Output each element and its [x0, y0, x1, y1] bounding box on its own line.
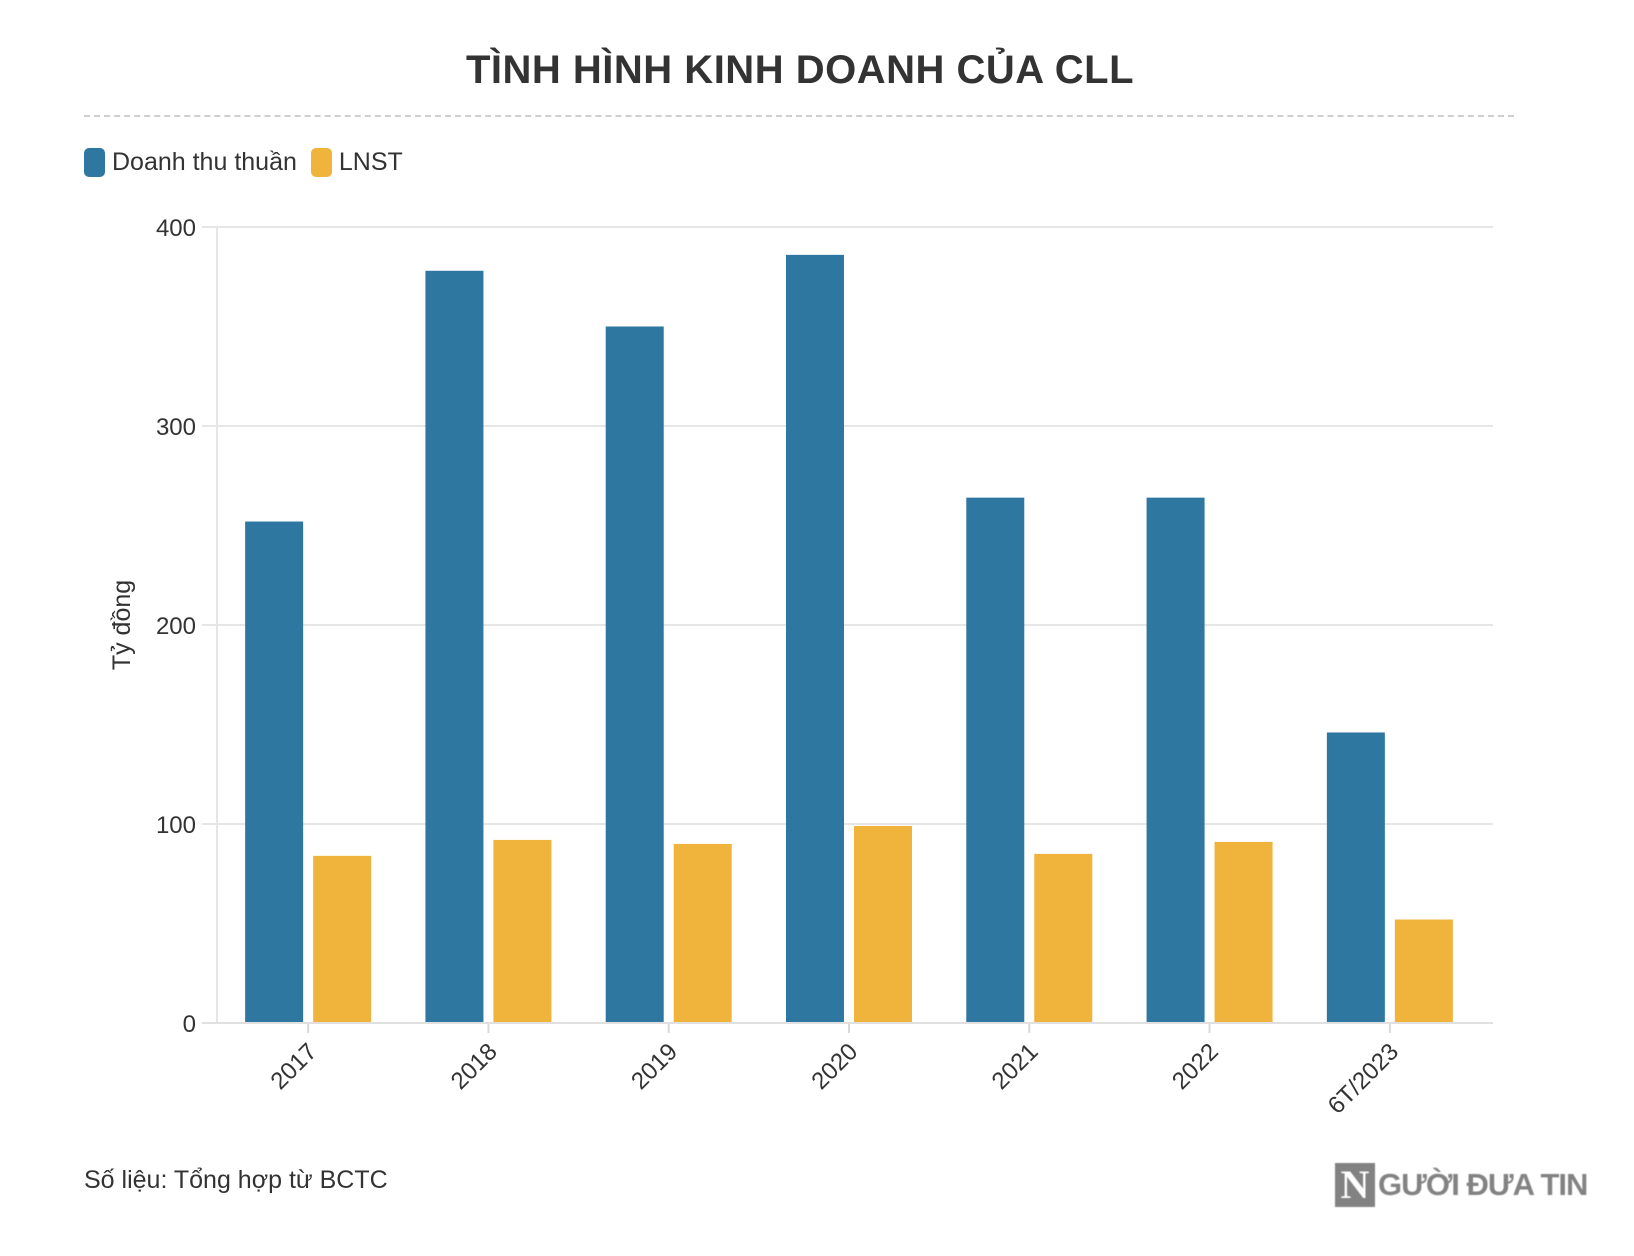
- legend-swatch-revenue: [84, 148, 105, 177]
- y-tick-label: 100: [156, 812, 196, 839]
- x-tick-label: 2018: [446, 1038, 503, 1095]
- bar-profit: [1034, 853, 1093, 1023]
- bar-revenue: [966, 497, 1025, 1023]
- x-tick-label: 2022: [1167, 1038, 1224, 1095]
- legend-item-profit[interactable]: LNST: [310, 148, 403, 177]
- y-axis-title: Tỷ đồng: [108, 580, 136, 670]
- bar-profit: [493, 839, 552, 1023]
- bar-profit: [673, 843, 732, 1023]
- y-tick-label: 0: [183, 1011, 196, 1038]
- bar-revenue: [605, 326, 664, 1023]
- x-tick-label: 2020: [806, 1038, 863, 1095]
- bar-profit: [313, 855, 372, 1023]
- y-tick-label: 400: [156, 215, 196, 242]
- bar-profit: [854, 825, 912, 1023]
- logo-mark: N: [1335, 1163, 1375, 1207]
- legend-label-revenue: Doanh thu thuần: [112, 148, 297, 176]
- x-tick-label: 6T/2023: [1323, 1038, 1404, 1119]
- source-note: Số liệu: Tổng hợp từ BCTC: [84, 1166, 388, 1194]
- bar-profit: [1394, 919, 1453, 1023]
- x-tick-label: 2021: [987, 1038, 1044, 1095]
- title-divider: [84, 115, 1514, 117]
- publisher-logo: N GƯỜI ĐƯA TIN: [1335, 1163, 1588, 1207]
- bar-chart: 0 100 200 300 400 Tỷ đồng 2017 2018 2019 2020 2021…: [108, 215, 1493, 1120]
- bar-revenue: [1146, 497, 1205, 1023]
- bar-revenue: [245, 521, 304, 1023]
- bar-revenue: [1326, 732, 1385, 1023]
- logo-text: GƯỜI ĐƯA TIN: [1378, 1167, 1588, 1202]
- chart-legend: Doanh thu thuần LNST: [84, 148, 417, 177]
- x-tick-label: 2019: [626, 1038, 683, 1095]
- bar-revenue: [786, 254, 844, 1024]
- y-tick-label: 300: [156, 414, 196, 441]
- x-tick-label: 2017: [266, 1038, 323, 1095]
- bar-profit: [1214, 841, 1273, 1023]
- chart-title: TÌNH HÌNH KINH DOANH CỦA CLL: [465, 48, 1135, 92]
- bar-revenue: [425, 270, 484, 1023]
- legend-item-revenue[interactable]: Doanh thu thuần: [84, 148, 297, 177]
- legend-label-profit: LNST: [338, 148, 403, 176]
- y-tick-label: 200: [156, 613, 196, 640]
- legend-swatch-profit: [310, 148, 332, 177]
